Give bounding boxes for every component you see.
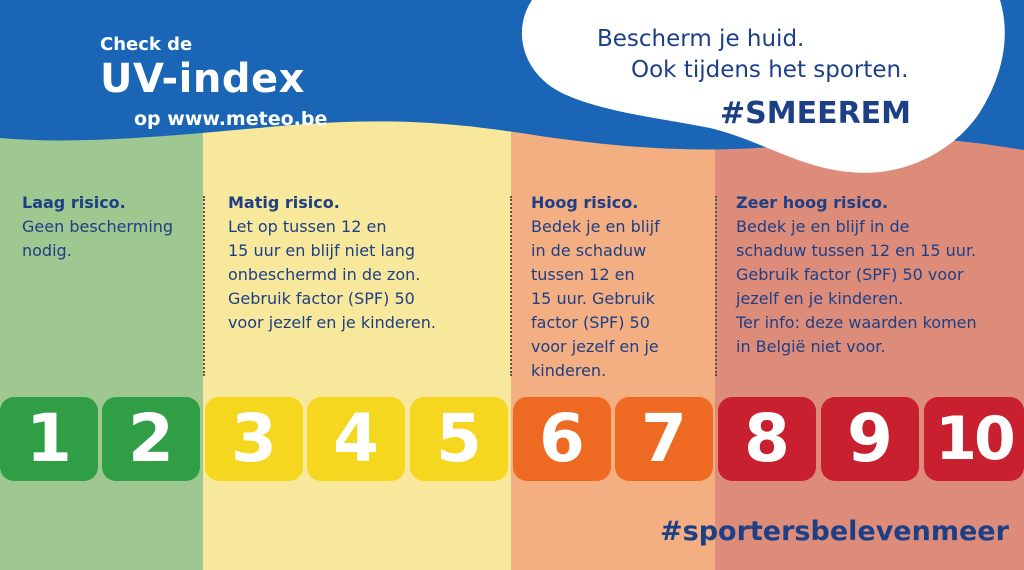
zone-title: Matig risico.: [228, 193, 340, 212]
bubble-line-2: Ook tijdens het sporten.: [631, 57, 909, 83]
zone-line: schaduw tussen 12 en 15 uur.: [736, 241, 977, 260]
zone-line: voor jezelf en je kinderen.: [228, 313, 436, 332]
uv-value: 9: [847, 400, 893, 477]
uv-value: 1: [26, 400, 72, 477]
uv-value: 2: [128, 400, 174, 477]
high-risk-text: Hoog risico. Bedek je en blijf in de sch…: [531, 191, 660, 383]
uv-value: 8: [744, 400, 790, 477]
zone-line: Let op tussen 12 en: [228, 217, 387, 236]
moderate-risk-text: Matig risico. Let op tussen 12 en 15 uur…: [228, 191, 436, 335]
very-high-risk-text: Zeer hoog risico. Bedek je en blijf in d…: [736, 191, 977, 359]
uv-value: 5: [436, 400, 482, 477]
uv-value: 6: [539, 400, 585, 477]
low-risk-text: Laag risico. Geen bescherming nodig.: [22, 191, 173, 263]
uv-tile-2: 2: [102, 397, 200, 481]
zone-line: nodig.: [22, 241, 72, 260]
zone-line: factor (SPF) 50: [531, 313, 650, 332]
uv-tile-10: 10: [924, 397, 1024, 481]
zone-line: voor jezelf en je: [531, 337, 659, 356]
zone-divider: [203, 196, 205, 376]
uv-tile-8: 8: [718, 397, 816, 481]
zone-line: 15 uur. Gebruik: [531, 289, 655, 308]
uv-tile-4: 4: [307, 397, 405, 481]
uv-tile-7: 7: [615, 397, 713, 481]
zone-divider: [510, 196, 512, 376]
check-label: Check de: [100, 34, 193, 55]
footer-hashtag: #sportersbelevenmeer: [660, 516, 1009, 547]
zone-title: Zeer hoog risico.: [736, 193, 889, 212]
zone-line: in de schaduw: [531, 241, 647, 260]
uv-tile-9: 9: [821, 397, 919, 481]
zone-line: jezelf en je kinderen.: [736, 289, 904, 308]
uv-tile-6: 6: [513, 397, 611, 481]
zone-line: 15 uur en blijf niet lang: [228, 241, 416, 260]
zone-line: Bedek je en blijf: [531, 217, 660, 236]
bubble-line-1: Bescherm je huid.: [597, 26, 805, 52]
uv-value: 10: [935, 404, 1015, 474]
zone-line: tussen 12 en: [531, 265, 635, 284]
smeerem-hashtag: #SMEEREM: [720, 96, 912, 131]
zone-divider: [715, 196, 717, 376]
zone-line: in België niet voor.: [736, 337, 886, 356]
uv-value: 3: [231, 400, 277, 477]
uv-tile-1: 1: [0, 397, 98, 481]
zone-line: Gebruik factor (SPF) 50: [228, 289, 415, 308]
zone-line: Gebruik factor (SPF) 50 voor: [736, 265, 964, 284]
zone-line: Geen bescherming: [22, 217, 174, 236]
header-banner: [0, 0, 1024, 173]
speech-bubble: [521, 0, 1005, 173]
uv-tile-5: 5: [410, 397, 508, 481]
page-title: UV-index: [100, 56, 305, 102]
zone-line: Ter info: deze waarden komen: [736, 313, 977, 332]
uv-value: 4: [333, 400, 379, 477]
zone-line: kinderen.: [531, 361, 607, 380]
website-link[interactable]: op www.meteo.be: [134, 108, 328, 130]
zone-line: Bedek je en blijf in de: [736, 217, 910, 236]
zone-title: Hoog risico.: [531, 193, 639, 212]
uv-tile-3: 3: [205, 397, 303, 481]
zone-line: onbeschermd in de zon.: [228, 265, 421, 284]
zone-title: Laag risico.: [22, 193, 126, 212]
uv-value: 7: [641, 400, 687, 477]
